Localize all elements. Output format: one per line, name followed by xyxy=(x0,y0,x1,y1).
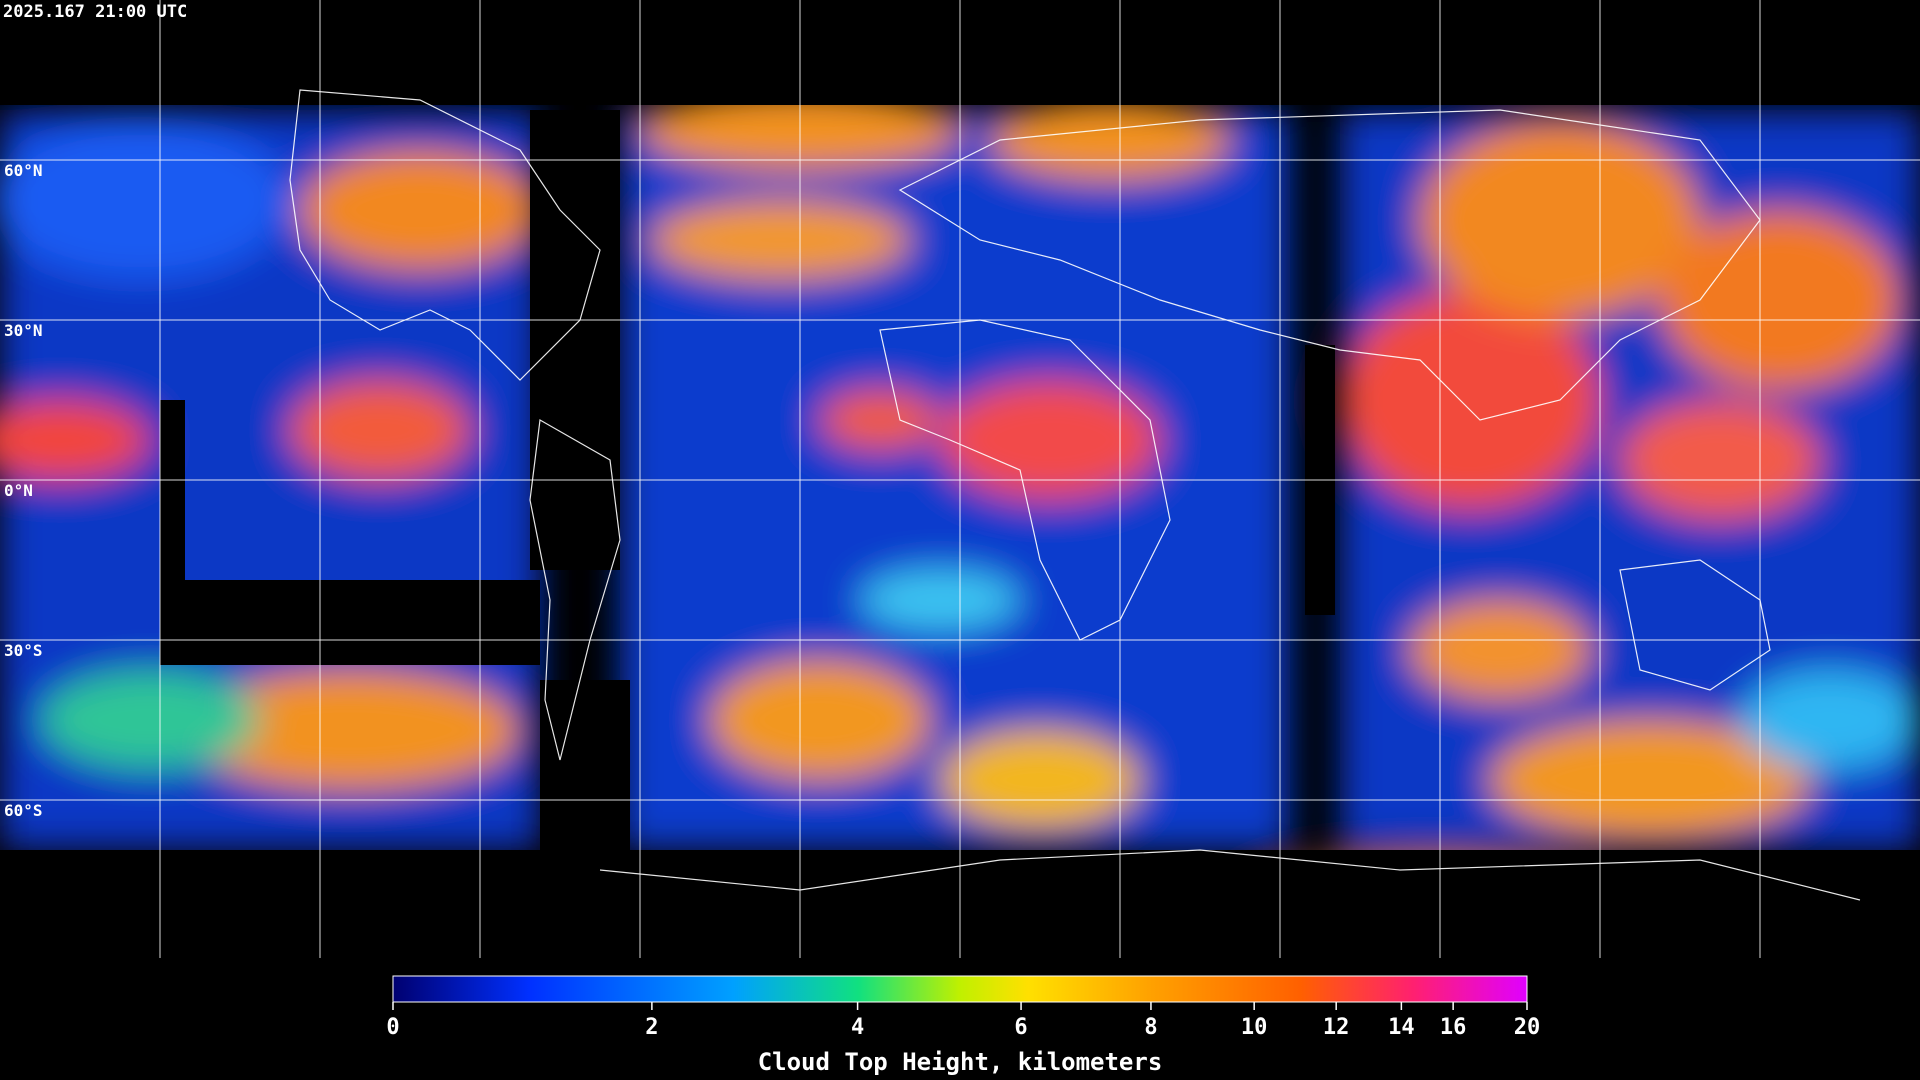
colorbar-tick-label: 12 xyxy=(1323,1015,1350,1040)
colorbar-ticks: 0 2 4 6 8 10 12 14 16 20 xyxy=(386,1002,1540,1040)
colorbar-tick-label: 0 xyxy=(386,1015,399,1040)
colorbar-tick-label: 8 xyxy=(1144,1015,1157,1040)
lat-label: 60°N xyxy=(4,161,43,180)
timestamp: 2025.167 21:00 UTC xyxy=(3,2,187,22)
colorbar-tick-label: 16 xyxy=(1440,1015,1467,1040)
colorbar-tick-label: 10 xyxy=(1241,1015,1268,1040)
colorbar-tick-label: 4 xyxy=(851,1015,864,1040)
colorbar xyxy=(392,975,1528,1003)
colorbar-tick-label: 6 xyxy=(1014,1015,1027,1040)
graticule xyxy=(0,0,1920,958)
latitude-labels: 60°N 30°N 0°N 30°S 60°S xyxy=(4,161,43,820)
lat-label: 30°N xyxy=(4,321,43,340)
colorbar-label: Cloud Top Height, kilometers xyxy=(758,1048,1163,1076)
colorbar-tick-label: 20 xyxy=(1514,1015,1541,1040)
lat-label: 0°N xyxy=(4,481,33,500)
colorbar-tick-label: 14 xyxy=(1388,1015,1415,1040)
lat-label: 30°S xyxy=(4,641,43,660)
lat-label: 60°S xyxy=(4,801,43,820)
colorbar-tick-label: 2 xyxy=(645,1015,658,1040)
